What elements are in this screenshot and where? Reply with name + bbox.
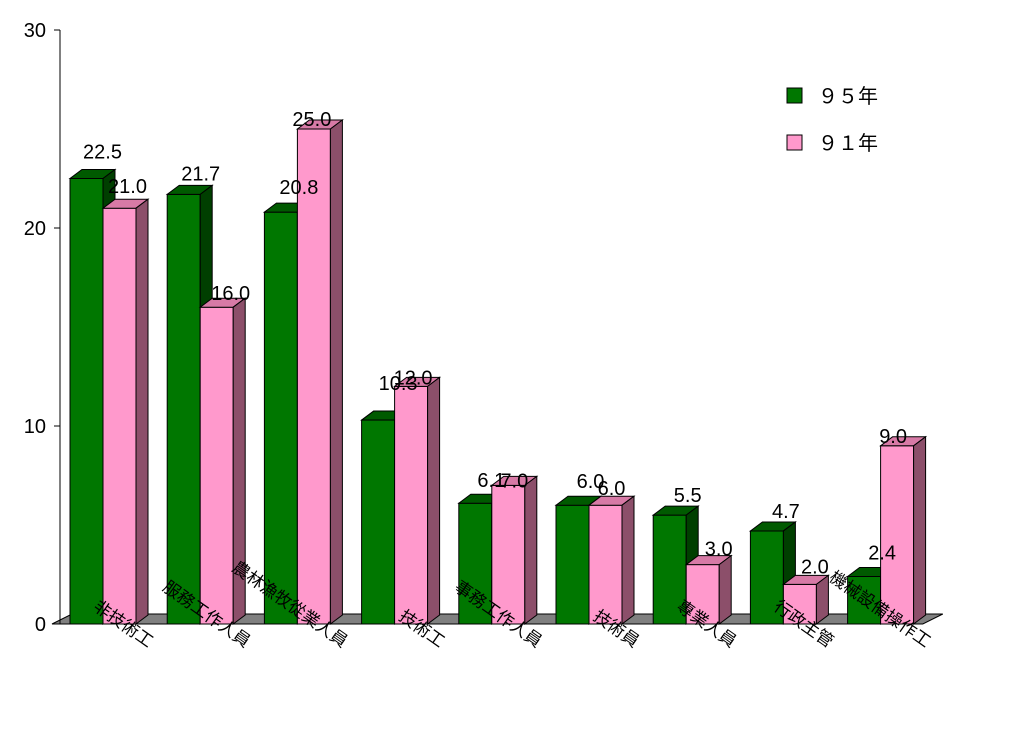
bar-series-2-front (880, 445, 915, 625)
bar-series-2-front (199, 306, 234, 625)
data-label: 2.4 (868, 542, 896, 564)
bar-series-2-side (913, 435, 927, 625)
bar-series-2 (587, 495, 636, 625)
bar-series-1-front (166, 193, 201, 625)
bar-series-2-front (394, 385, 429, 625)
y-axis: 0 10 20 30 (24, 20, 61, 636)
data-labels-layer: 22.5 21.0 21.7 16.0 20.8 25.0 10.312.0 6.17.0 6.… (83, 109, 907, 578)
data-label: 20.8 (279, 177, 318, 199)
data-label: 4.7 (772, 501, 800, 523)
legend-label: ９５年 (818, 84, 878, 108)
bar-series-2-side (329, 119, 343, 625)
bar-series-1-front (263, 211, 298, 625)
bar-series-1-front (749, 530, 784, 625)
data-label: 22.5 (83, 142, 122, 164)
legend-swatch (786, 87, 803, 104)
data-label: 12.0 (394, 367, 433, 389)
bar-series-2-side (621, 495, 635, 625)
y-tick-label: 30 (24, 20, 46, 42)
y-tick-label: 0 (35, 614, 46, 636)
bars-layer (68, 119, 928, 625)
y-tick-label: 10 (24, 416, 46, 438)
bar-series-2 (101, 198, 150, 625)
bar-series-2-side (524, 475, 538, 625)
data-label: 3.0 (705, 539, 733, 561)
bar-series-2 (684, 554, 733, 625)
legend: ９５年 ９１年 (786, 84, 878, 155)
bar-series-1-front (69, 178, 104, 625)
legend-label: ９１年 (818, 131, 878, 155)
data-label: 6.1 (477, 470, 505, 492)
bar-series-2 (879, 435, 928, 625)
data-label: 21.0 (108, 176, 147, 198)
bar-series-2-side (135, 198, 149, 625)
bar-series-1-front (361, 419, 396, 625)
legend-swatch (786, 134, 803, 151)
bar-series-2 (393, 376, 442, 625)
bar-series-2-side (427, 376, 441, 625)
data-label: 21.7 (181, 163, 220, 185)
bar-series-2-side (815, 574, 829, 625)
bar-series-2-side (232, 297, 246, 625)
data-label: 6.0 (598, 478, 626, 500)
bar-series-2-front (782, 583, 817, 625)
data-label: 5.5 (674, 485, 702, 507)
data-label: 25.0 (292, 109, 331, 131)
data-label: 7.0 (500, 470, 528, 492)
bar-series-2 (490, 475, 539, 625)
bar-series-2 (295, 119, 344, 625)
bar-series-1-front (555, 504, 590, 625)
bar-series-1-front (652, 514, 687, 625)
bar-series-2-front (296, 128, 331, 625)
bar-series-2 (198, 297, 247, 625)
bar-series-2-front (102, 207, 137, 625)
data-label: 2.0 (801, 556, 829, 578)
y-tick-label: 20 (24, 218, 46, 240)
bar-series-2-side (718, 554, 732, 625)
bar-series-2 (781, 574, 830, 625)
bar-series-2-front (588, 504, 623, 625)
data-label: 9.0 (879, 426, 907, 448)
data-label: 10.3 (379, 373, 418, 395)
data-label: 6.0 (577, 471, 605, 493)
bar-series-2-front (685, 564, 720, 625)
data-label: 16.0 (211, 283, 250, 305)
